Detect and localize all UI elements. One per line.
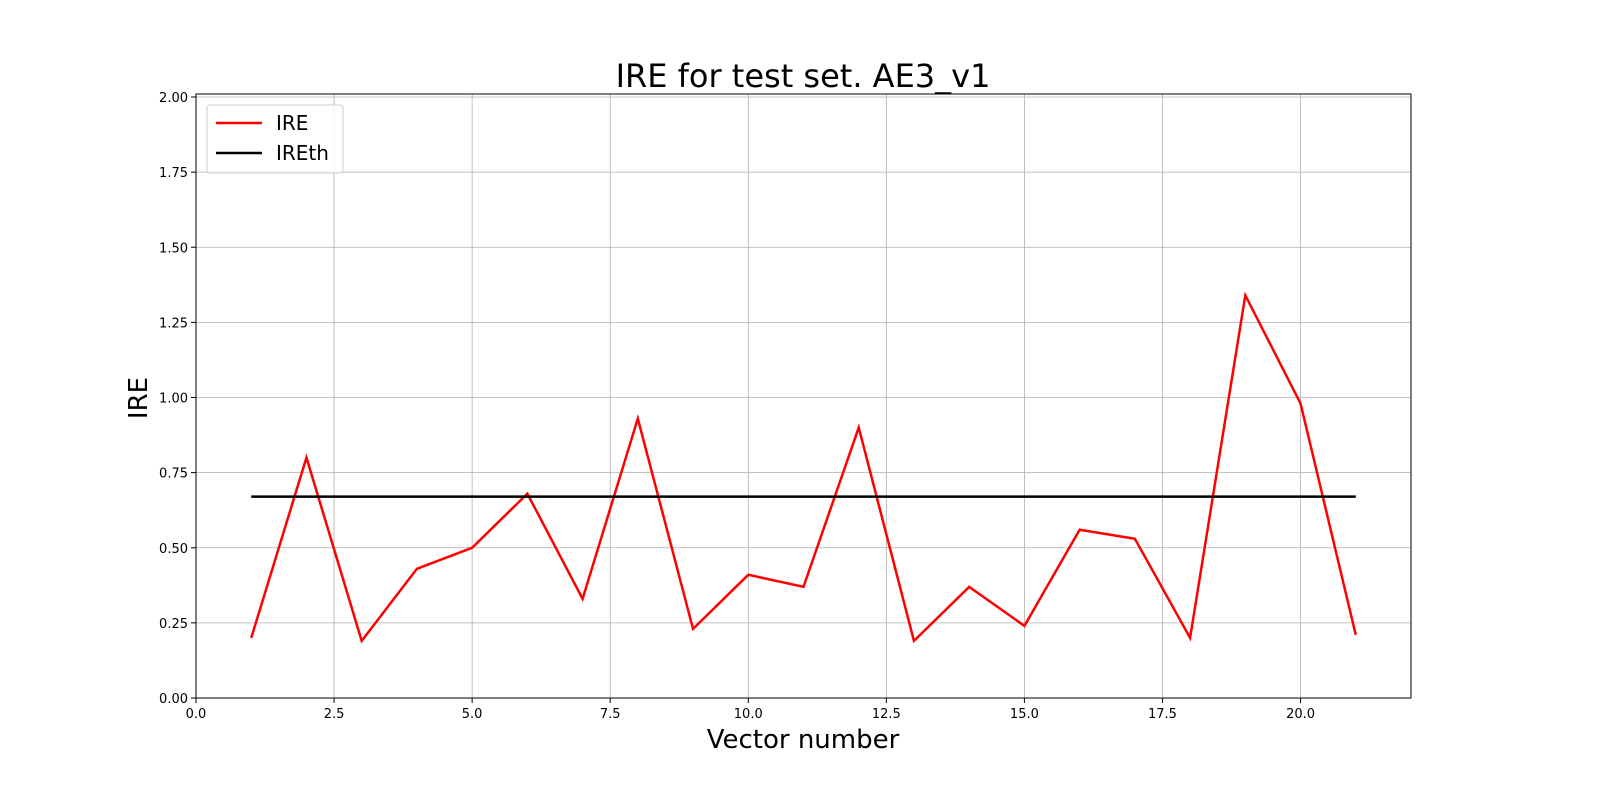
x-tick-label: 2.5 — [324, 707, 345, 722]
series-line-ire — [250, 291, 1357, 644]
y-tick-label: 1.50 — [159, 241, 188, 256]
x-tick-label: 17.5 — [1148, 707, 1177, 722]
y-tick-label: 0.00 — [159, 692, 188, 707]
y-tick-label: 1.75 — [159, 166, 188, 181]
chart-title: IRE for test set. AE3_v1 — [616, 57, 991, 95]
legend-label-ireth: IREth — [276, 141, 329, 165]
ticks: 0.0 2.5 5.0 7.5 10.0 12.5 15.0 17.5 20.0 0.00 0.25… — [159, 91, 1315, 722]
x-tick-label: 15.0 — [1010, 707, 1039, 722]
y-tick-label: 0.25 — [159, 617, 188, 632]
legend-label-ire: IRE — [276, 111, 308, 135]
x-tick-label: 12.5 — [872, 707, 901, 722]
x-tick-label: 10.0 — [734, 707, 763, 722]
y-tick-label: 0.50 — [159, 542, 188, 557]
x-tick-label: 20.0 — [1286, 707, 1315, 722]
series — [250, 291, 1357, 644]
y-tick-label: 2.00 — [159, 91, 188, 106]
grid — [195, 94, 1411, 699]
x-tick-label: 7.5 — [600, 707, 621, 722]
y-tick-label: 1.25 — [159, 316, 188, 331]
y-axis-label: IRE — [124, 377, 154, 419]
x-axis-label: Vector number — [707, 725, 900, 755]
x-tick-label: 0.0 — [186, 707, 207, 722]
y-tick-label: 0.75 — [159, 467, 188, 482]
legend: IRE IREth — [206, 104, 344, 174]
x-tick-label: 5.0 — [462, 707, 483, 722]
y-tick-label: 1.00 — [159, 392, 188, 407]
plot-frame — [195, 93, 1412, 699]
